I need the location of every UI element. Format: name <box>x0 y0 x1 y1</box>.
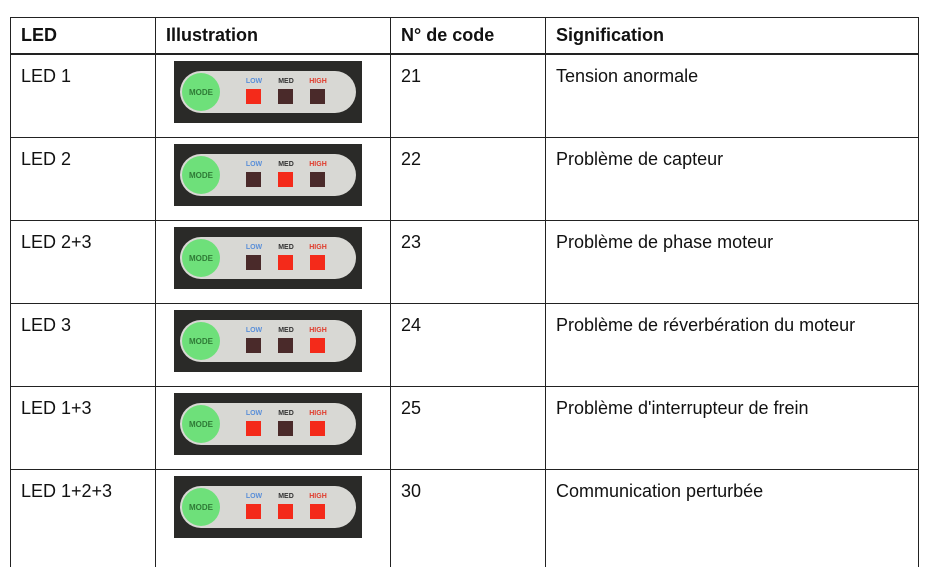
mode-label: MODE <box>189 420 214 429</box>
meaning-cell: Problème d'interrupteur de frein <box>545 386 919 470</box>
led-panel: MODE LOW MED HIGH <box>174 144 362 206</box>
illustration-cell: MODE LOW MED HIGH <box>155 220 391 304</box>
code-cell: 25 <box>390 386 546 470</box>
led-indicator <box>310 504 325 519</box>
led-indicator <box>278 172 293 187</box>
high-label: HIGH <box>309 244 327 251</box>
header-cell: LED <box>10 17 156 55</box>
illustration-cell: MODE LOW MED HIGH <box>155 137 391 221</box>
mode-label: MODE <box>189 88 214 97</box>
illustration-cell: MODE LOW MED HIGH <box>155 469 391 567</box>
led-indicator <box>310 338 325 353</box>
led-indicator <box>246 172 261 187</box>
high-label: HIGH <box>309 327 327 334</box>
led-panel: MODE LOW MED HIGH <box>174 476 362 538</box>
led-panel: MODE LOW MED HIGH <box>174 393 362 455</box>
low-label: LOW <box>246 78 263 85</box>
led-cell: LED 1+2+3 <box>10 469 156 567</box>
page: LED Illustration N° de code Signification L… <box>10 17 919 567</box>
med-label: MED <box>278 244 294 251</box>
mode-label: MODE <box>189 503 214 512</box>
code-cell: 30 <box>390 469 546 567</box>
mode-label: MODE <box>189 254 214 263</box>
led-indicator <box>246 421 261 436</box>
med-label: MED <box>278 493 294 500</box>
table-row: LED 3 MODE LOW MED HIGH 24 Problème de réverbé… <box>10 303 919 387</box>
low-label: LOW <box>246 410 263 417</box>
meaning-cell: Tension anormale <box>545 53 919 138</box>
led-cell: LED 2 <box>10 137 156 221</box>
led-panel: MODE LOW MED HIGH <box>174 227 362 289</box>
led-indicator <box>246 89 261 104</box>
code-cell: 22 <box>390 137 546 221</box>
low-label: LOW <box>246 161 263 168</box>
header-row: LED Illustration N° de code Signification <box>10 17 919 55</box>
led-indicator <box>310 255 325 270</box>
high-label: HIGH <box>309 161 327 168</box>
header-cell: Illustration <box>155 17 391 55</box>
med-label: MED <box>278 327 294 334</box>
mode-label: MODE <box>189 171 214 180</box>
led-cell: LED 1+3 <box>10 386 156 470</box>
low-label: LOW <box>246 244 263 251</box>
meaning-cell: Problème de phase moteur <box>545 220 919 304</box>
med-label: MED <box>278 161 294 168</box>
code-cell: 21 <box>390 53 546 138</box>
led-indicator <box>278 338 293 353</box>
led-indicator <box>278 421 293 436</box>
led-panel: MODE LOW MED HIGH <box>174 61 362 123</box>
code-cell: 23 <box>390 220 546 304</box>
table-row: LED 1+3 MODE LOW MED HIGH 25 Problème d'interr… <box>10 386 919 470</box>
low-label: LOW <box>246 327 263 334</box>
led-indicator <box>310 421 325 436</box>
meaning-cell: Problème de capteur <box>545 137 919 221</box>
meaning-cell: Problème de réverbération du moteur <box>545 303 919 387</box>
high-label: HIGH <box>309 78 327 85</box>
header-cell: Signification <box>545 17 919 55</box>
led-cell: LED 3 <box>10 303 156 387</box>
med-label: MED <box>278 78 294 85</box>
led-cell: LED 2+3 <box>10 220 156 304</box>
low-label: LOW <box>246 493 263 500</box>
table-row: LED 1+2+3 MODE LOW MED HIGH 30 Communication p… <box>10 469 919 567</box>
mode-label: MODE <box>189 337 214 346</box>
led-panel: MODE LOW MED HIGH <box>174 310 362 372</box>
meaning-cell: Communication perturbée <box>545 469 919 567</box>
mode-button <box>182 322 220 360</box>
led-cell: LED 1 <box>10 53 156 138</box>
led-indicator <box>310 172 325 187</box>
illustration-cell: MODE LOW MED HIGH <box>155 386 391 470</box>
led-indicator <box>278 89 293 104</box>
code-cell: 24 <box>390 303 546 387</box>
led-indicator <box>246 338 261 353</box>
table-row: LED 2+3 MODE LOW MED HIGH 23 Problème de phase… <box>10 220 919 304</box>
table-row: LED 1 MODE LOW MED HIGH 21 Tension anormale <box>10 53 919 138</box>
high-label: HIGH <box>309 493 327 500</box>
led-indicator <box>310 89 325 104</box>
mode-button <box>182 488 220 526</box>
med-label: MED <box>278 410 294 417</box>
illustration-cell: MODE LOW MED HIGH <box>155 303 391 387</box>
led-indicator <box>246 255 261 270</box>
table-row: LED 2 MODE LOW MED HIGH 22 Problème de capteur <box>10 137 919 221</box>
illustration-cell: MODE LOW MED HIGH <box>155 53 391 138</box>
led-indicator <box>278 504 293 519</box>
mode-button <box>182 405 220 443</box>
code-table: LED Illustration N° de code Signification L… <box>10 17 919 567</box>
high-label: HIGH <box>309 410 327 417</box>
mode-button <box>182 73 220 111</box>
table-body: LED 1 MODE LOW MED HIGH 21 Tension anormale LED… <box>10 53 919 567</box>
mode-button <box>182 156 220 194</box>
header-cell: N° de code <box>390 17 546 55</box>
led-indicator <box>278 255 293 270</box>
mode-button <box>182 239 220 277</box>
led-indicator <box>246 504 261 519</box>
